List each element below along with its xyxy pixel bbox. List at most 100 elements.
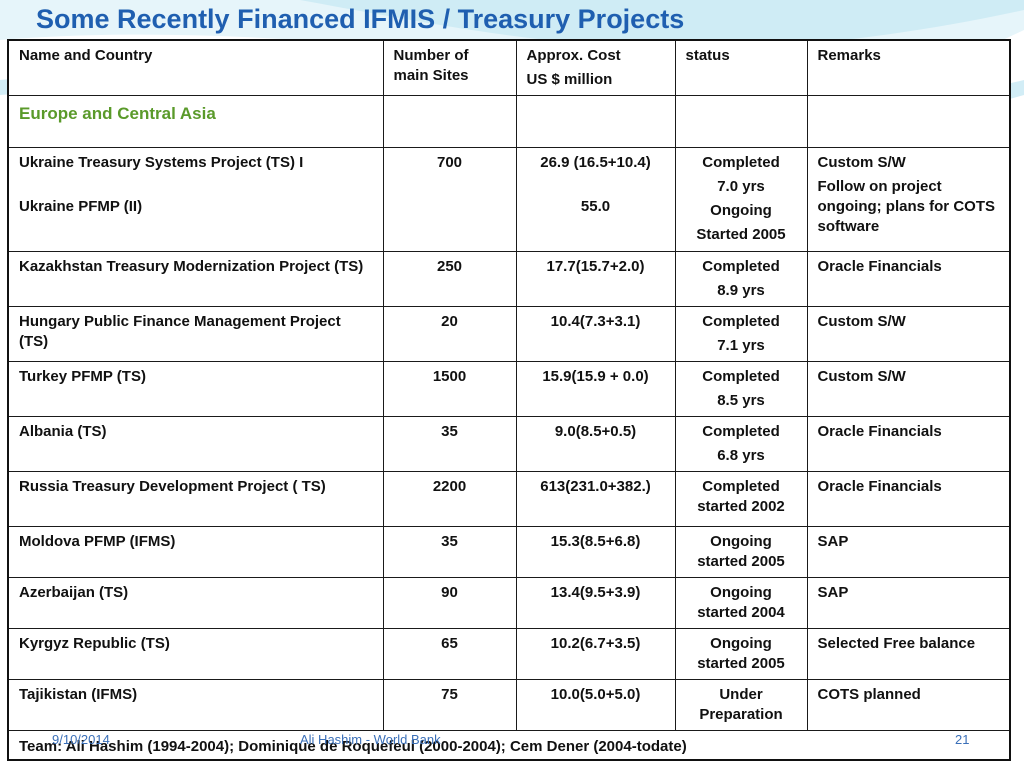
row-status: Completed 7.1 yrs — [674, 305, 808, 362]
table-row: Hungary Public Finance Management Projec… — [7, 305, 1011, 362]
ukraine-cost-cell: 26.9 (16.5+10.4) 55.0 — [515, 146, 676, 252]
row-name: Kazakhstan Treasury Modernization Projec… — [7, 250, 384, 307]
row-status-1: Completed — [702, 367, 780, 385]
ukraine-name-2: Ukraine PFMP (II) — [19, 197, 143, 215]
header-sites: Number of main Sites — [382, 39, 517, 96]
row-remarks: Custom S/W — [806, 360, 1011, 417]
ukraine-status-2: 7.0 yrs — [717, 177, 765, 195]
ukraine-name-1: Ukraine Treasury Systems Project (TS) I — [19, 153, 304, 171]
row-name: Kyrgyz Republic (TS) — [7, 627, 384, 680]
table-row: Albania (TS) 35 9.0(8.5+0.5) Completed 6.… — [7, 415, 1011, 472]
row-status: Ongoing started 2005 — [674, 525, 808, 578]
ukraine-status-4: Started 2005 — [696, 225, 786, 243]
ukraine-remarks-cell: Custom S/W Follow on project ongoing; pl… — [806, 146, 1011, 252]
table-row: Russia Treasury Development Project ( TS… — [7, 470, 1011, 527]
row-status-1: Completed — [702, 312, 780, 330]
row-remarks: Selected Free balance — [806, 627, 1011, 680]
row-cost: 10.0(5.0+5.0) — [515, 678, 676, 731]
row-status-1: Completed — [702, 477, 780, 495]
footer-page-number: 21 — [955, 732, 970, 747]
row-cost: 10.4(7.3+3.1) — [515, 305, 676, 362]
table-row: Azerbaijan (TS) 90 13.4(9.5+3.9) Ongoing… — [7, 576, 1011, 629]
table-row: Turkey PFMP (TS) 1500 15.9(15.9 + 0.0) C… — [7, 360, 1011, 417]
row-status: Completed 6.8 yrs — [674, 415, 808, 472]
row-name: Azerbaijan (TS) — [7, 576, 384, 629]
row-remarks: Oracle Financials — [806, 250, 1011, 307]
row-sites: 90 — [382, 576, 517, 629]
row-status: Ongoing started 2004 — [674, 576, 808, 629]
row-status-1: Ongoing — [710, 532, 772, 550]
row-sites: 35 — [382, 525, 517, 578]
row-cost: 17.7(15.7+2.0) — [515, 250, 676, 307]
table-row: Tajikistan (IFMS) 75 10.0(5.0+5.0) Under… — [7, 678, 1011, 731]
row-status-1: Under — [719, 685, 763, 703]
ukraine-status-1: Completed — [702, 153, 780, 171]
row-status-2: started 2005 — [697, 552, 785, 570]
row-remarks: SAP — [806, 576, 1011, 629]
header-row: Name and Country Number of main Sites Ap… — [7, 39, 1011, 96]
team-row: Team: Ali Hashim (1994-2004); Dominique … — [7, 729, 1011, 761]
region-row: Europe and Central Asia — [7, 94, 1011, 148]
row-status-2: started 2002 — [697, 497, 785, 515]
row-status-2: 7.1 yrs — [717, 336, 765, 354]
team-text: Team: Ali Hashim (1994-2004); Dominique … — [19, 737, 687, 755]
row-name: Turkey PFMP (TS) — [7, 360, 384, 417]
table-row: Moldova PFMP (IFMS) 35 15.3(8.5+6.8) Ong… — [7, 525, 1011, 578]
header-remarks: Remarks — [806, 39, 1011, 96]
header-name: Name and Country — [7, 39, 384, 96]
row-status-2: started 2005 — [697, 654, 785, 672]
table-row: Kyrgyz Republic (TS) 65 10.2(6.7+3.5) On… — [7, 627, 1011, 680]
row-cost: 10.2(6.7+3.5) — [515, 627, 676, 680]
row-sites: 35 — [382, 415, 517, 472]
row-sites: 1500 — [382, 360, 517, 417]
region-cell: Europe and Central Asia — [7, 94, 384, 148]
footer-author: Ali Hashim - World Bank — [300, 732, 441, 747]
row-status-2: 8.9 yrs — [717, 281, 765, 299]
ukraine-cost-2: 55.0 — [580, 197, 611, 215]
row-cost: 15.3(8.5+6.8) — [515, 525, 676, 578]
slide-title: Some Recently Financed IFMIS / Treasury … — [36, 4, 685, 34]
ukraine-status-cell: Completed 7.0 yrs Ongoing Started 2005 — [674, 146, 808, 252]
row-status-1: Completed — [702, 257, 780, 275]
row-sites: 2200 — [382, 470, 517, 527]
row-remarks: SAP — [806, 525, 1011, 578]
table-row: Kazakhstan Treasury Modernization Projec… — [7, 250, 1011, 307]
ukraine-name-cell: Ukraine Treasury Systems Project (TS) I … — [7, 146, 384, 252]
row-sites: 250 — [382, 250, 517, 307]
team-cell: Team: Ali Hashim (1994-2004); Dominique … — [7, 729, 1011, 761]
header-status: status — [674, 39, 808, 96]
row-remarks: COTS planned — [806, 678, 1011, 731]
ukraine-remarks-2: Follow on project ongoing; plans for COT… — [817, 177, 995, 235]
header-cost-line1: Approx. Cost — [526, 47, 621, 64]
row-status: Under Preparation — [674, 678, 808, 731]
row-cost: 13.4(9.5+3.9) — [515, 576, 676, 629]
row-sites: 75 — [382, 678, 517, 731]
footer-date: 9/10/2014 — [52, 732, 110, 747]
row-cost: 15.9(15.9 + 0.0) — [515, 360, 676, 417]
row-name: Tajikistan (IFMS) — [7, 678, 384, 731]
ukraine-remarks-1: Custom S/W — [817, 153, 906, 171]
row-status-2: 6.8 yrs — [717, 446, 765, 464]
projects-table: Name and Country Number of main Sites Ap… — [7, 39, 1011, 761]
row-status-2: started 2004 — [697, 603, 785, 621]
row-name: Albania (TS) — [7, 415, 384, 472]
row-remarks: Oracle Financials — [806, 470, 1011, 527]
row-status: Ongoing started 2005 — [674, 627, 808, 680]
row-status: Completed started 2002 — [674, 470, 808, 527]
row-remarks: Custom S/W — [806, 305, 1011, 362]
row-name: Hungary Public Finance Management Projec… — [7, 305, 384, 362]
row-cost: 9.0(8.5+0.5) — [515, 415, 676, 472]
row-name: Moldova PFMP (IFMS) — [7, 525, 384, 578]
row-status-1: Ongoing — [710, 583, 772, 601]
header-cost: Approx. Cost US $ million — [515, 39, 676, 96]
row-sites: 20 — [382, 305, 517, 362]
row-status-2: 8.5 yrs — [717, 391, 765, 409]
ukraine-cost-1: 26.9 (16.5+10.4) — [540, 153, 651, 171]
row-status-2: Preparation — [699, 705, 783, 723]
ukraine-status-3: Ongoing — [710, 201, 772, 219]
region-label: Europe and Central Asia — [19, 103, 216, 123]
row-cost: 613(231.0+382.) — [515, 470, 676, 527]
row-name: Russia Treasury Development Project ( TS… — [7, 470, 384, 527]
ukraine-sites: 700 — [382, 146, 517, 252]
header-cost-line2: US $ million — [526, 71, 613, 88]
